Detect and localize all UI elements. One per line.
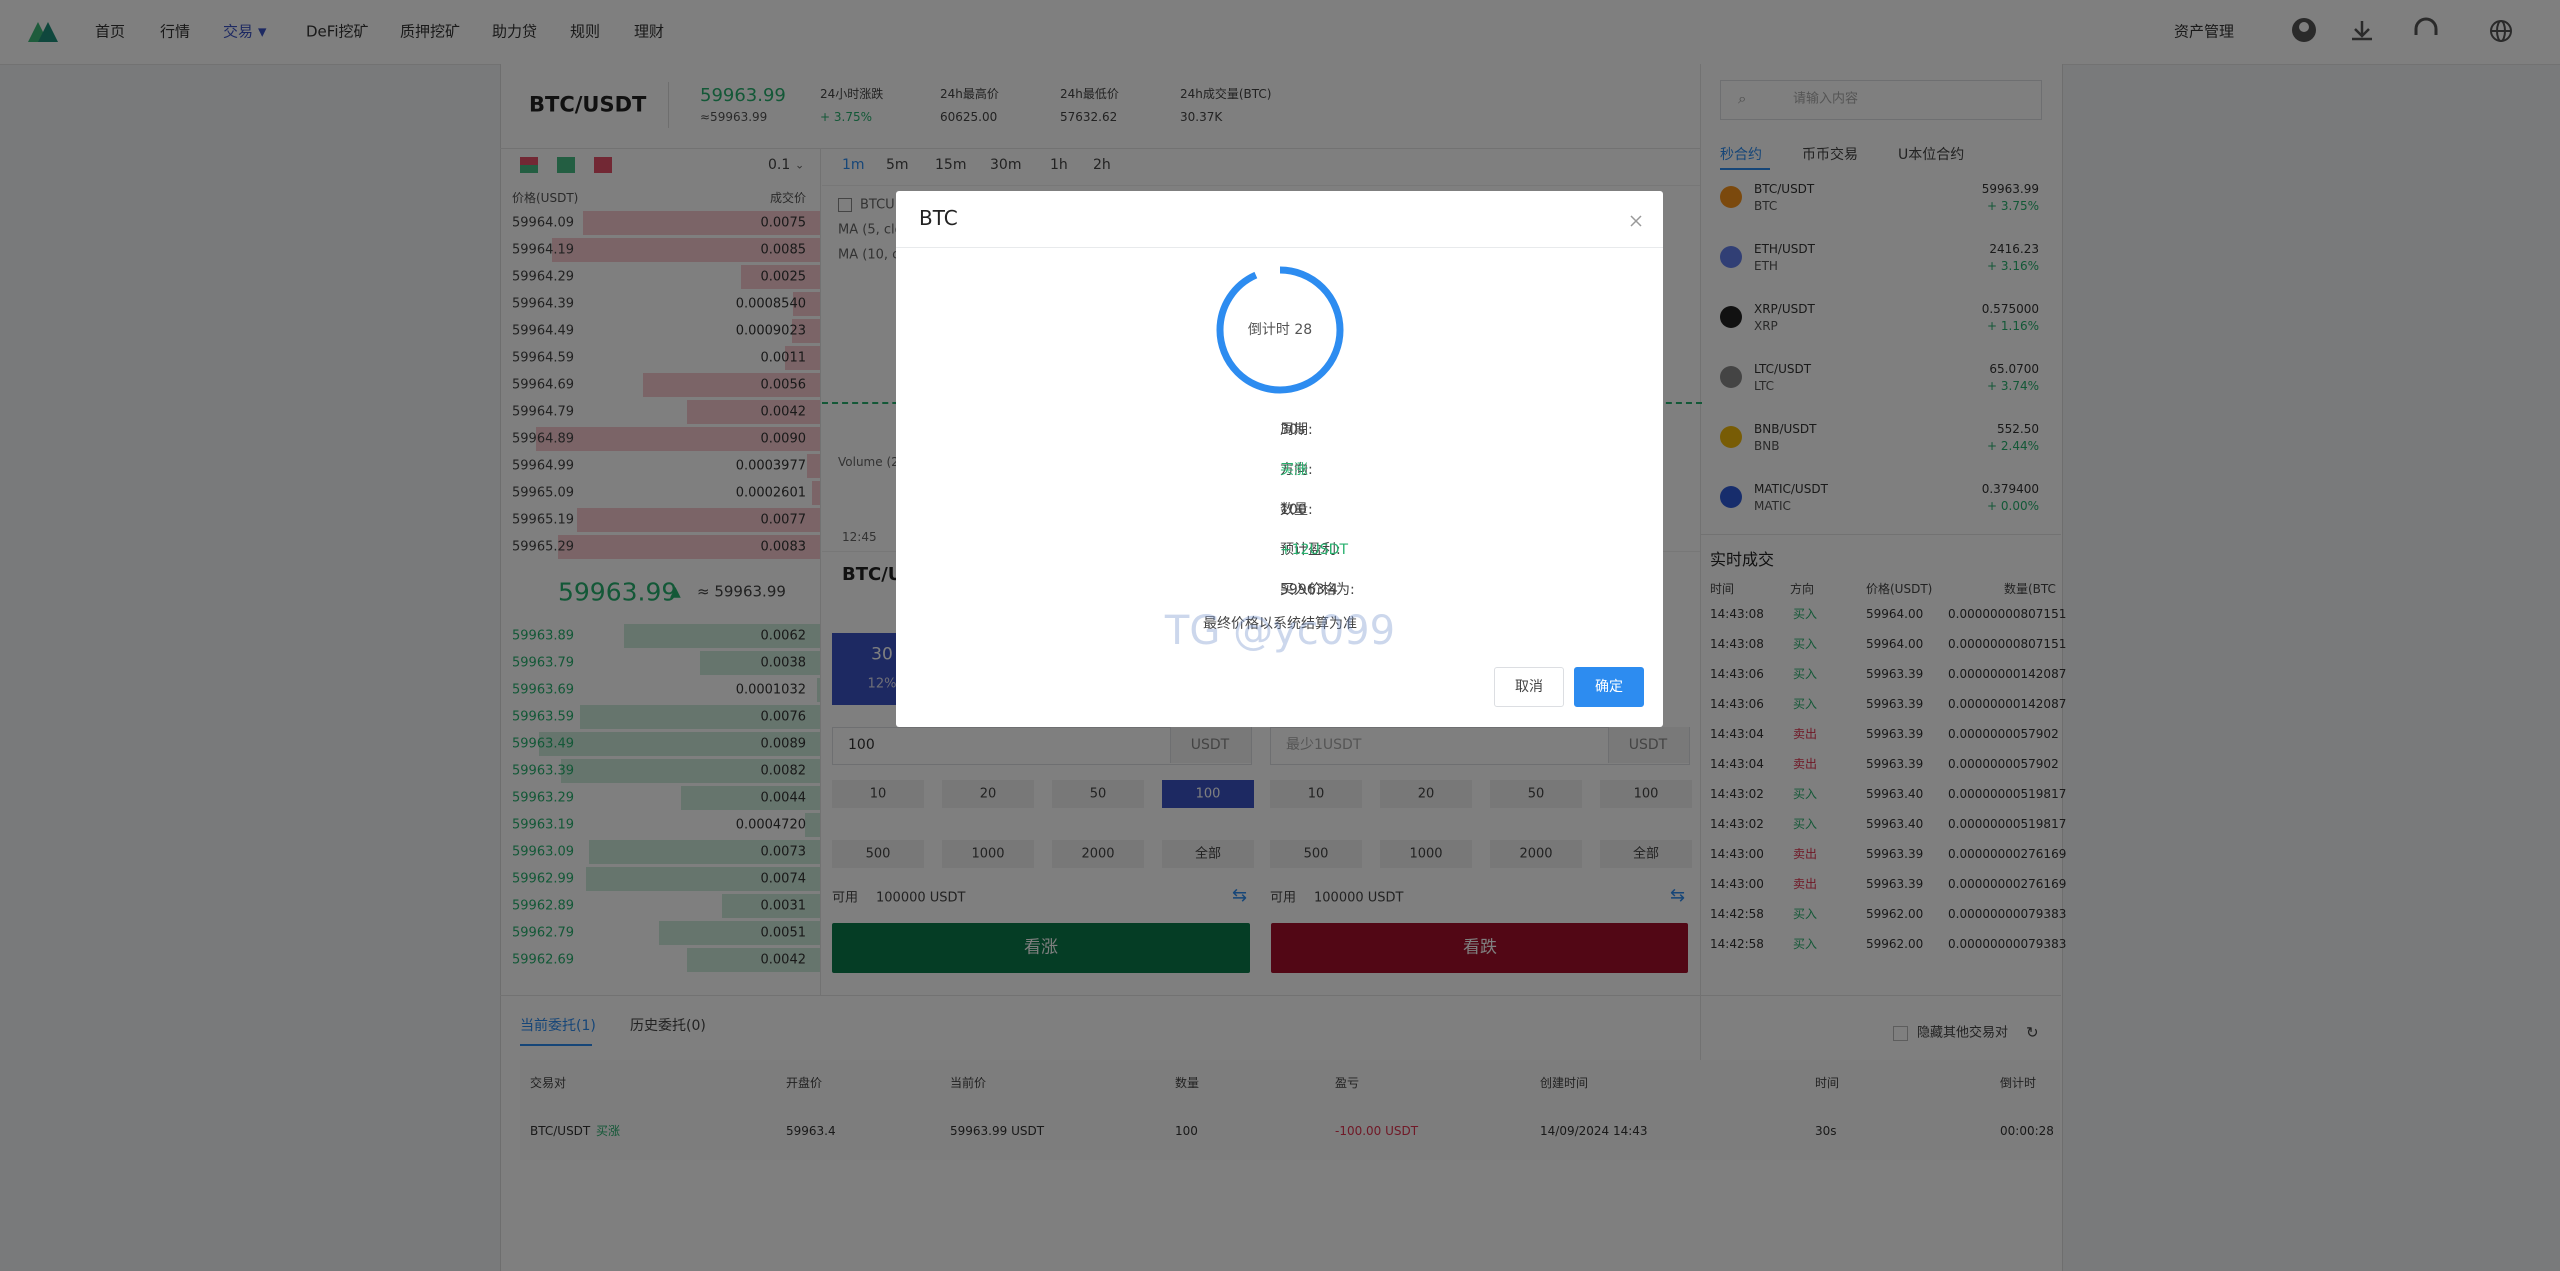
modal-button[interactable] <box>1574 667 1644 707</box>
modal-note: 最终价格以系统结算为准 <box>1203 616 1357 632</box>
modal-title: BTC <box>919 206 958 230</box>
modal-line-label: 买入价格为: <box>1280 582 1355 598</box>
modal-button-label[interactable]: 确定 <box>1595 679 1623 695</box>
modal-line-value: 59963.4 <box>1280 582 1338 598</box>
modal-line-label: 周期: <box>1280 422 1313 438</box>
watermark: TG @yc099 <box>1164 608 1396 654</box>
modal-line-label: 方向: <box>1280 462 1313 478</box>
modal-line-label: 数量: <box>1280 502 1313 518</box>
modal-button[interactable] <box>1494 667 1564 707</box>
modal-divider <box>896 247 1663 248</box>
countdown-ring <box>1216 266 1344 394</box>
modal-line-value: 100 <box>1280 502 1307 518</box>
modal: BTC 倒计时 28 周期: 30s 方向: 买涨数量: 100 预计盈利: +12USDT 买入… <box>896 191 1663 727</box>
close-button[interactable] <box>1626 211 1646 231</box>
modal-line-value: 30s <box>1280 422 1306 438</box>
modal-line-value: 买涨 <box>1280 462 1308 478</box>
modal-line-value: +12USDT <box>1280 542 1349 558</box>
modal-line-label: 预计盈利: <box>1280 542 1341 558</box>
modal-button-label[interactable]: 取消 <box>1515 679 1543 695</box>
countdown-text: 倒计时 28 <box>1247 322 1313 338</box>
